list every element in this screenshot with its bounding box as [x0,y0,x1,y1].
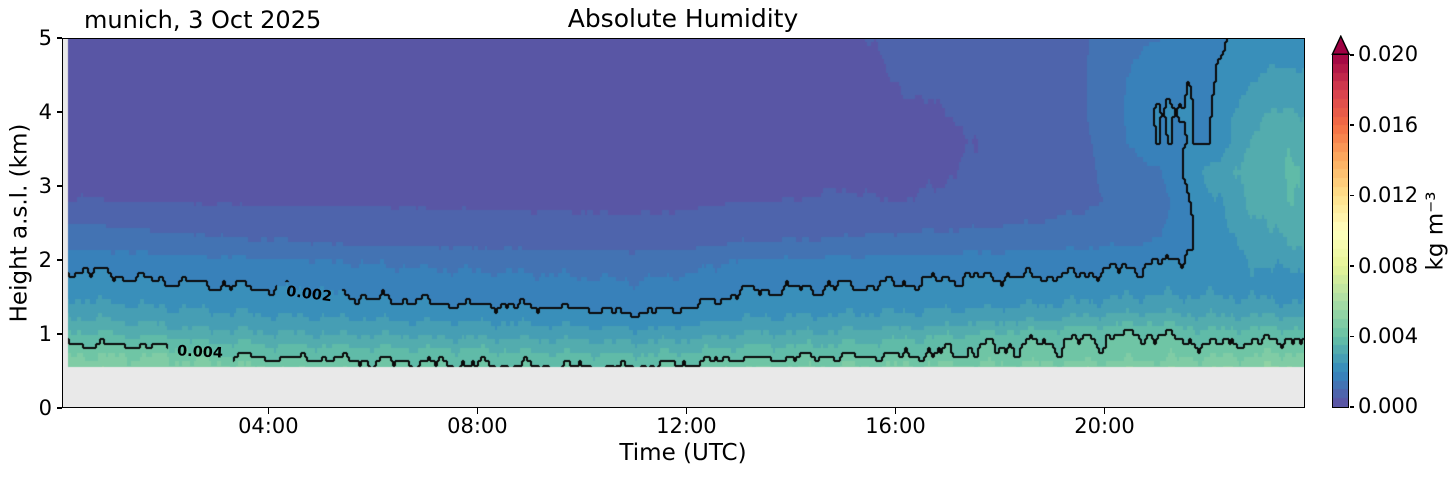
colorbar-tick-label: 0.000 [1358,394,1419,419]
page-title: Absolute Humidity [567,4,799,33]
colorbar-tick-mark [1349,265,1355,267]
colorbar [1332,54,1349,408]
colorbar-unit-label: kg m⁻³ [1422,191,1449,271]
x-tick-mark [685,408,688,414]
y-tick-label: 3 [38,173,52,198]
y-tick-mark [56,185,62,187]
colorbar-tick-label: 0.020 [1358,42,1419,67]
station-date-label: munich, 3 Oct 2025 [84,6,322,34]
x-tick-mark [1103,408,1106,414]
y-tick-mark [56,111,62,113]
y-tick-mark [56,407,62,409]
x-tick-label: 16:00 [865,414,926,438]
colorbar-gradient [1333,55,1348,407]
colorbar-tick-mark [1349,124,1355,126]
colorbar-tick-label: 0.008 [1358,253,1419,278]
y-tick-label: 4 [38,99,52,124]
y-tick-label: 1 [38,321,52,346]
colorbar-tick-label: 0.004 [1358,323,1419,348]
humidity-contour-canvas [62,38,1305,408]
y-tick-label: 5 [38,25,52,50]
y-tick-label: 2 [38,247,52,272]
y-tick-label: 0 [38,395,52,420]
x-tick-mark [476,408,479,414]
y-tick-mark [56,259,62,261]
colorbar-tick-mark [1349,54,1355,56]
y-tick-mark [56,333,62,335]
x-axis-label: Time (UTC) [619,440,747,466]
contour-line-label: 0.004 [176,343,224,362]
colorbar-extend-arrow-icon [1331,35,1351,55]
colorbar-tick-label: 0.016 [1358,112,1419,137]
y-axis-label: Height a.s.l. (km) [6,123,33,323]
colorbar-tick-mark [1349,406,1355,408]
x-tick-label: 04:00 [238,414,299,438]
x-tick-mark [267,408,270,414]
x-tick-mark [894,408,897,414]
x-tick-label: 08:00 [447,414,508,438]
y-tick-mark [56,37,62,39]
colorbar-tick-mark [1349,194,1355,197]
x-tick-label: 12:00 [656,414,717,438]
x-tick-label: 20:00 [1074,414,1135,438]
colorbar-tick-mark [1349,335,1355,338]
colorbar-tick-label: 0.012 [1358,183,1419,208]
